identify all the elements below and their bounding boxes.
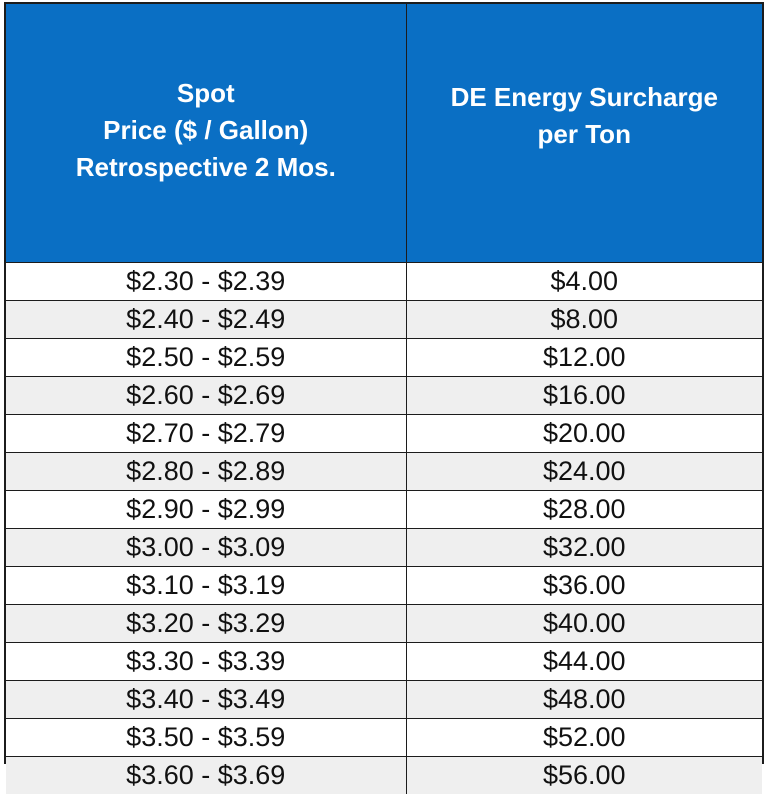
table-row: $2.80 - $2.89$24.00 xyxy=(6,453,762,491)
surcharge-value-cell: $48.00 xyxy=(406,681,762,719)
spot-price-range-cell: $3.00 - $3.09 xyxy=(6,529,406,567)
spot-price-range-cell: $3.30 - $3.39 xyxy=(6,643,406,681)
spot-price-range-cell: $3.20 - $3.29 xyxy=(6,605,406,643)
spot-price-range-cell: $2.70 - $2.79 xyxy=(6,415,406,453)
table-row: $3.50 - $3.59$52.00 xyxy=(6,719,762,757)
surcharge-header-line: per Ton xyxy=(413,116,757,153)
surcharge-value-cell: $16.00 xyxy=(406,377,762,415)
spot-price-header-line: Price ($ / Gallon) xyxy=(12,112,400,149)
header-row: Spot Price ($ / Gallon) Retrospective 2 … xyxy=(6,4,762,263)
surcharge-value-cell: $36.00 xyxy=(406,567,762,605)
surcharge-value-cell: $44.00 xyxy=(406,643,762,681)
spot-price-range-cell: $3.50 - $3.59 xyxy=(6,719,406,757)
table-row: $3.00 - $3.09$32.00 xyxy=(6,529,762,567)
surcharge-value-cell: $24.00 xyxy=(406,453,762,491)
surcharge-value-cell: $40.00 xyxy=(406,605,762,643)
surcharge-header: DE Energy Surcharge per Ton xyxy=(406,4,762,263)
surcharge-value-cell: $4.00 xyxy=(406,263,762,301)
surcharge-value-cell: $52.00 xyxy=(406,719,762,757)
spot-price-range-cell: $2.90 - $2.99 xyxy=(6,491,406,529)
surcharge-value-cell: $12.00 xyxy=(406,339,762,377)
table-row: $3.10 - $3.19$36.00 xyxy=(6,567,762,605)
surcharge-value-cell: $28.00 xyxy=(406,491,762,529)
spot-price-range-cell: $2.50 - $2.59 xyxy=(6,339,406,377)
table-row: $3.20 - $3.29$40.00 xyxy=(6,605,762,643)
table-header: Spot Price ($ / Gallon) Retrospective 2 … xyxy=(6,4,762,263)
table-row: $3.30 - $3.39$44.00 xyxy=(6,643,762,681)
spot-price-range-cell: $2.40 - $2.49 xyxy=(6,301,406,339)
surcharge-table-container: Spot Price ($ / Gallon) Retrospective 2 … xyxy=(4,2,764,764)
surcharge-value-cell: $8.00 xyxy=(406,301,762,339)
surcharge-value-cell: $20.00 xyxy=(406,415,762,453)
table-row: $3.60 - $3.69$56.00 xyxy=(6,757,762,794)
spot-price-range-cell: $2.80 - $2.89 xyxy=(6,453,406,491)
spot-price-range-cell: $2.60 - $2.69 xyxy=(6,377,406,415)
surcharge-value-cell: $32.00 xyxy=(406,529,762,567)
energy-surcharge-table: Spot Price ($ / Gallon) Retrospective 2 … xyxy=(6,4,762,794)
surcharge-header-line: DE Energy Surcharge xyxy=(413,79,757,116)
table-row: $2.60 - $2.69$16.00 xyxy=(6,377,762,415)
table-row: $2.90 - $2.99$28.00 xyxy=(6,491,762,529)
table-row: $2.30 - $2.39$4.00 xyxy=(6,263,762,301)
table-row: $2.50 - $2.59$12.00 xyxy=(6,339,762,377)
spot-price-range-cell: $3.60 - $3.69 xyxy=(6,757,406,794)
table-row: $2.70 - $2.79$20.00 xyxy=(6,415,762,453)
table-row: $2.40 - $2.49$8.00 xyxy=(6,301,762,339)
spot-price-range-cell: $3.40 - $3.49 xyxy=(6,681,406,719)
surcharge-value-cell: $56.00 xyxy=(406,757,762,794)
spot-price-header: Spot Price ($ / Gallon) Retrospective 2 … xyxy=(6,4,406,263)
spot-price-header-line: Retrospective 2 Mos. xyxy=(12,149,400,186)
table-row: $3.40 - $3.49$48.00 xyxy=(6,681,762,719)
spot-price-range-cell: $2.30 - $2.39 xyxy=(6,263,406,301)
table-body: $2.30 - $2.39$4.00$2.40 - $2.49$8.00$2.5… xyxy=(6,263,762,794)
spot-price-header-line: Spot xyxy=(12,75,400,112)
spot-price-range-cell: $3.10 - $3.19 xyxy=(6,567,406,605)
